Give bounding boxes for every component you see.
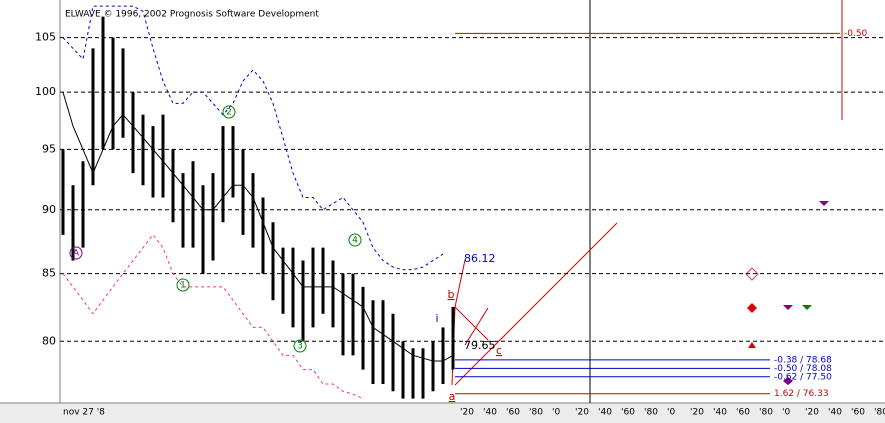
price-label: 86.12 bbox=[464, 252, 496, 265]
y-tick-label: 105 bbox=[35, 31, 56, 44]
wave-circle bbox=[293, 339, 307, 353]
x-tick-label: '40 bbox=[598, 408, 612, 418]
x-tick-label: '0 bbox=[782, 408, 790, 418]
wave-label: 2 bbox=[226, 108, 232, 118]
level-label: -0.50 / 78.08 bbox=[774, 364, 832, 374]
marker bbox=[783, 305, 793, 310]
y-tick-label: 80 bbox=[42, 334, 56, 347]
wave-label: 1 bbox=[180, 281, 186, 291]
x-tick-label: '60 bbox=[621, 408, 635, 418]
wave-circle bbox=[69, 246, 83, 260]
level-label: -0.38 / 78.68 bbox=[774, 355, 832, 365]
marker bbox=[819, 201, 829, 206]
x-tick-label: '80 bbox=[759, 408, 773, 418]
x-tick-label: '60 bbox=[851, 408, 865, 418]
marker bbox=[747, 303, 757, 313]
x-tick-label: '40 bbox=[483, 408, 497, 418]
marker bbox=[748, 342, 756, 348]
x-tick-label: '80 bbox=[529, 408, 543, 418]
marker bbox=[745, 267, 759, 281]
price-label: 79.65 bbox=[464, 339, 496, 352]
y-tick-label: 85 bbox=[42, 267, 56, 280]
indicator-line bbox=[62, 5, 444, 271]
x-axis-strip bbox=[0, 403, 885, 423]
y-tick-label: 90 bbox=[42, 203, 56, 216]
trend-projection bbox=[454, 222, 618, 386]
wave-letter: c bbox=[496, 344, 502, 357]
x-tick-label: '20 bbox=[690, 408, 704, 418]
y-tick-label: 100 bbox=[35, 85, 56, 98]
x-tick-label: '40 bbox=[713, 408, 727, 418]
x-tick-label: '80 bbox=[644, 408, 658, 418]
trend-projection bbox=[454, 259, 466, 308]
x-tick-label: '40 bbox=[828, 408, 842, 418]
level-label: -0.62 / 77.50 bbox=[774, 372, 832, 382]
x-tick-label: '0 bbox=[667, 408, 675, 418]
wave-label: A bbox=[73, 249, 80, 259]
marker bbox=[783, 377, 793, 385]
wave-circle bbox=[222, 105, 236, 119]
x-tick-label: '60 bbox=[736, 408, 750, 418]
level-label: 1.62 / 76.33 bbox=[774, 389, 829, 399]
wave-circle bbox=[176, 278, 190, 292]
wave-letter: a bbox=[449, 390, 456, 403]
wave-circle bbox=[348, 233, 362, 247]
chart-title: ELWAVE © 1996, 2002 Prognosis Software D… bbox=[65, 10, 319, 20]
indicator-line bbox=[62, 91, 454, 362]
level-label: -0.50 bbox=[844, 29, 868, 39]
wave-label: 3 bbox=[297, 342, 303, 352]
wave-letter: i bbox=[435, 312, 438, 325]
wave-letter: b bbox=[448, 288, 455, 301]
trend-projection bbox=[464, 307, 489, 346]
x-tick-label: '20 bbox=[805, 408, 819, 418]
x-tick-label: '60 bbox=[506, 408, 520, 418]
marker bbox=[802, 305, 812, 310]
y-tick-label: 95 bbox=[42, 142, 56, 155]
x-tick-label: '20 bbox=[575, 408, 589, 418]
x-tick-label: '80 bbox=[874, 408, 885, 418]
x-tick-label: '0 bbox=[552, 408, 560, 418]
x-tick-label: '20 bbox=[460, 408, 474, 418]
x-start-label: nov 27 '8 bbox=[63, 408, 105, 418]
wave-label: 4 bbox=[352, 236, 358, 246]
